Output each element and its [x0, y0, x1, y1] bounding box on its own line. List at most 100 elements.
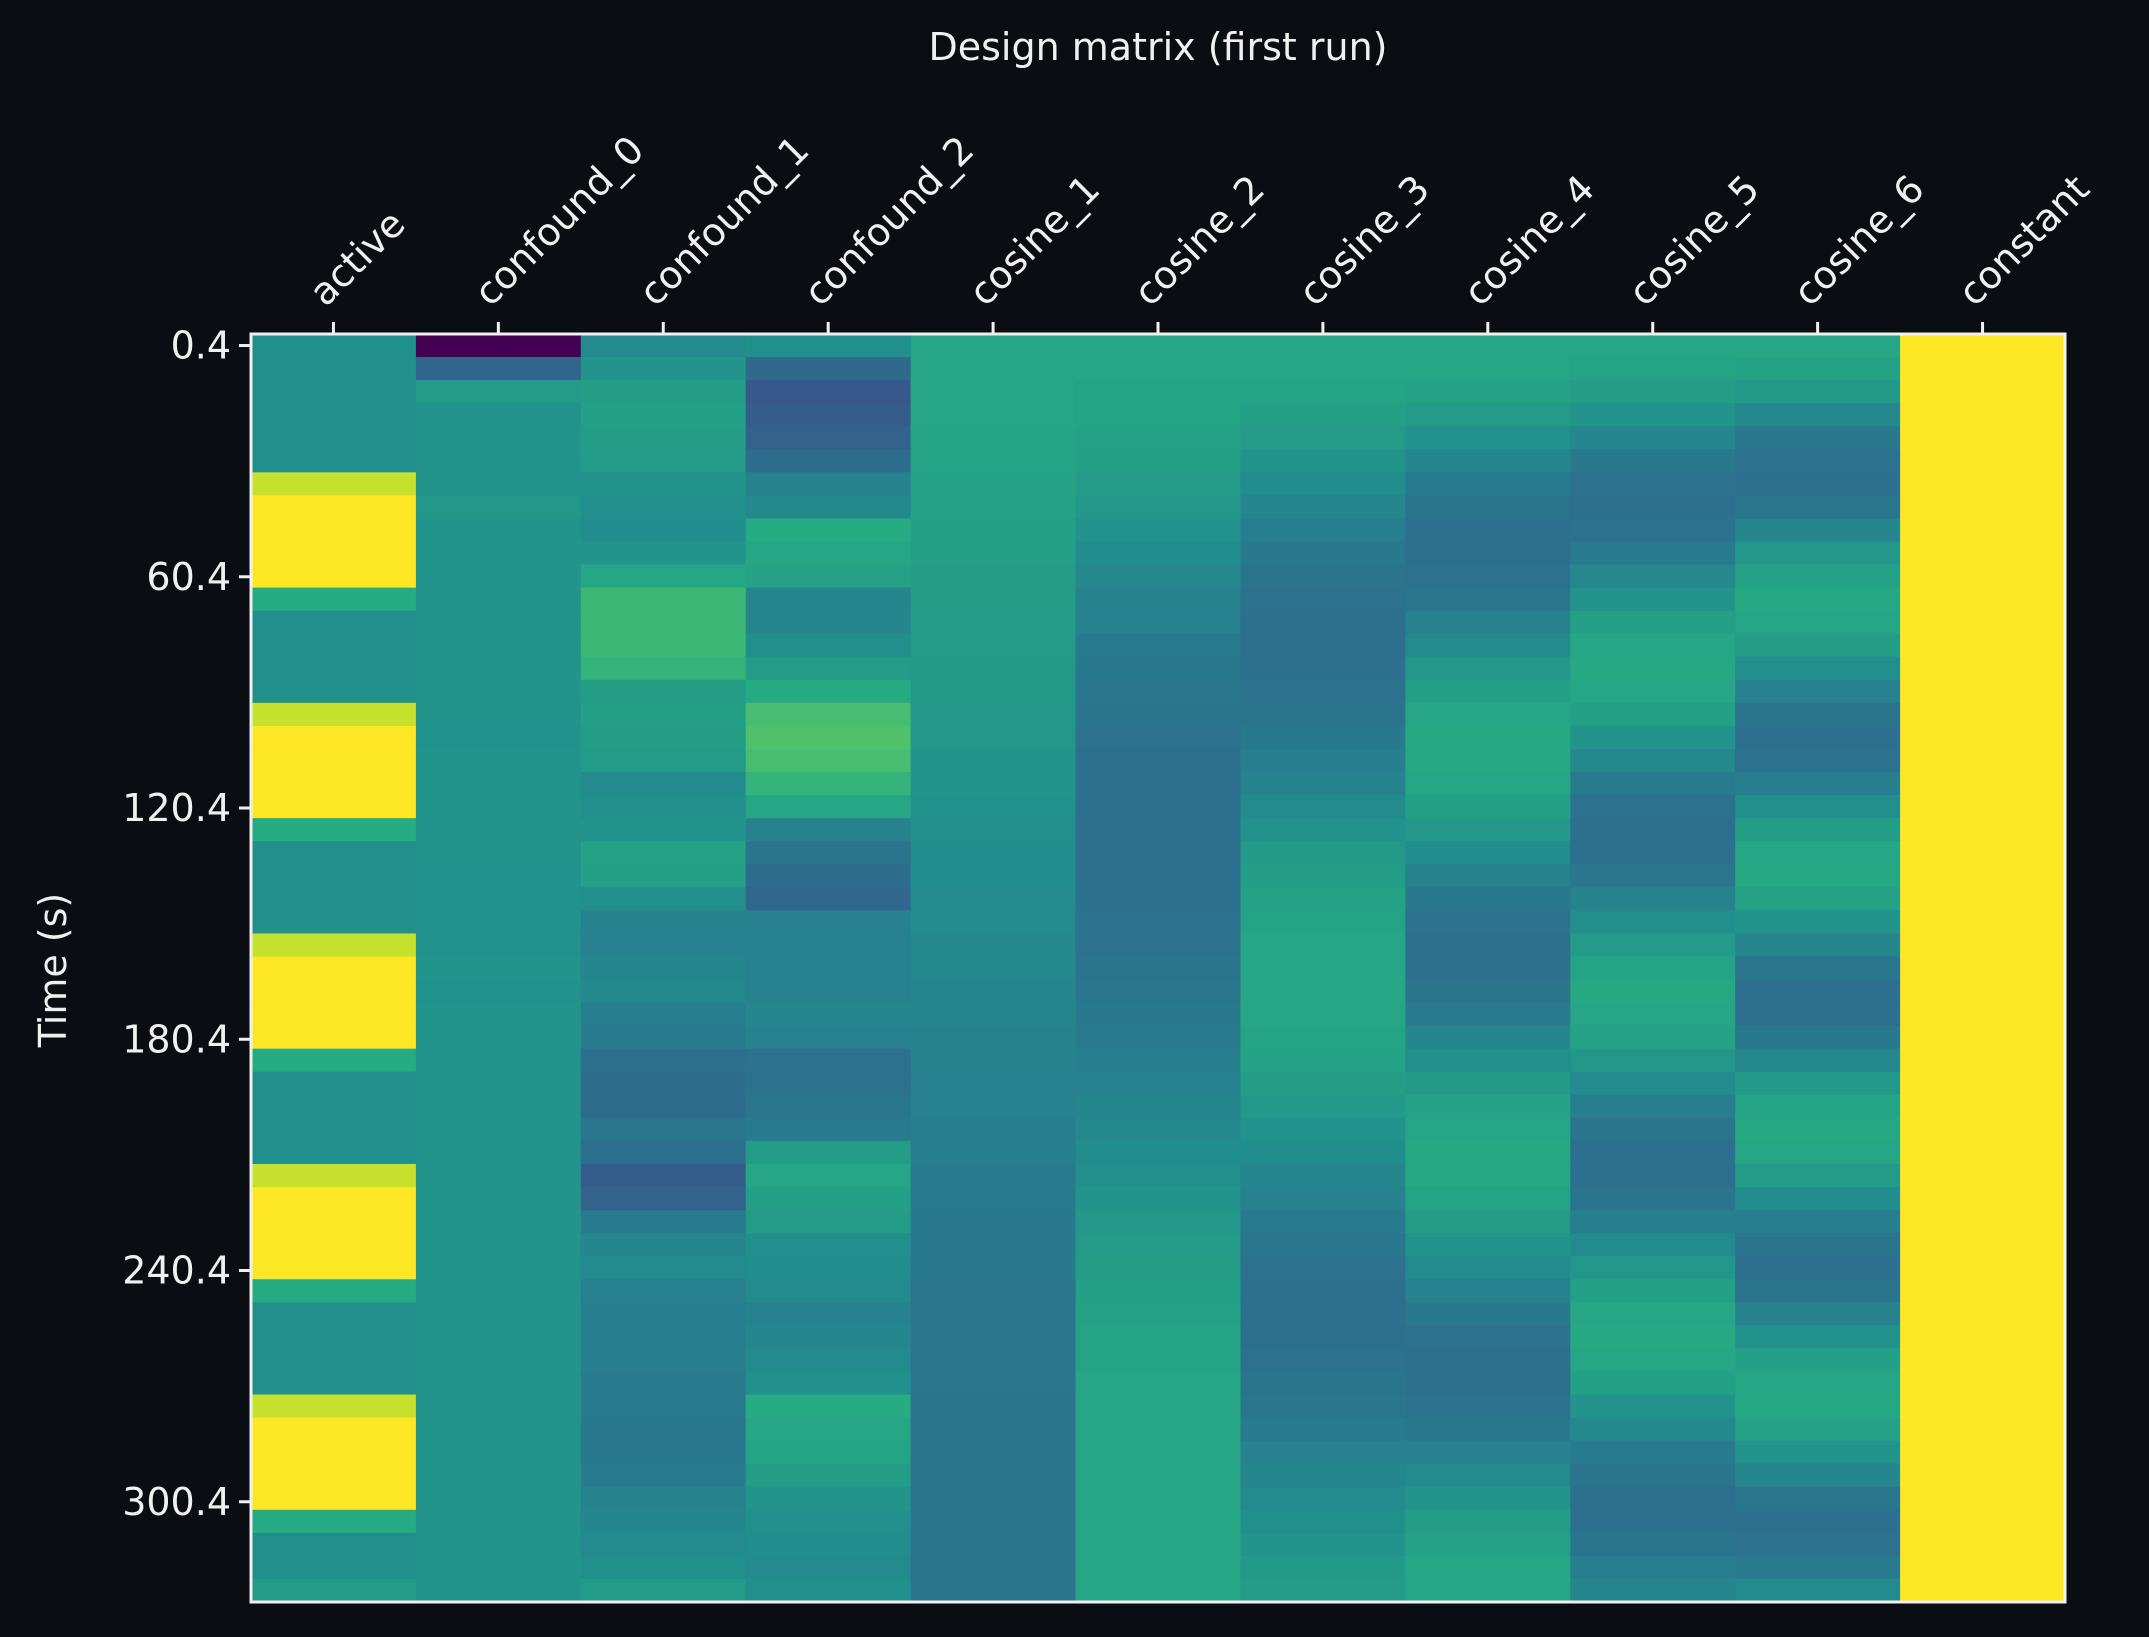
cell-cosine_2-51: [1075, 1509, 1242, 1534]
y-tick-label-3: 180.4: [122, 1017, 231, 1061]
cell-confound_1-7: [580, 495, 747, 520]
cell-confound_2-50: [745, 1486, 912, 1511]
cell-cosine_1-6: [910, 472, 1077, 496]
cell-cosine_3-19: [1240, 772, 1406, 796]
cell-confound_2-53: [745, 1555, 912, 1580]
cell-confound_2-11: [745, 587, 912, 612]
cell-confound_2-36: [745, 1163, 912, 1188]
cell-confound_0-23: [415, 864, 582, 888]
cell-cosine_6-15: [1735, 679, 1901, 704]
cell-confound_2-44: [745, 1348, 912, 1373]
cell-cosine_2-7: [1075, 495, 1242, 520]
cell-cosine_6-27: [1735, 956, 1901, 981]
cell-cosine_2-29: [1075, 1002, 1242, 1027]
cell-confound_1-39: [580, 1233, 747, 1257]
cell-cosine_1-14: [910, 656, 1077, 681]
cell-confound_1-24: [580, 887, 747, 911]
cell-cosine_3-18: [1240, 748, 1406, 773]
cell-cosine_4-19: [1405, 772, 1571, 796]
cell-cosine_3-16: [1240, 702, 1406, 727]
cell-cosine_6-54: [1735, 1578, 1901, 1603]
cell-confound_1-22: [580, 841, 747, 865]
cell-cosine_3-36: [1240, 1163, 1406, 1188]
cell-cosine_2-43: [1075, 1325, 1242, 1349]
cell-active-28: [251, 979, 417, 1004]
cell-confound_2-10: [745, 564, 912, 589]
cell-cosine_3-8: [1240, 518, 1406, 543]
cell-active-43: [251, 1325, 417, 1349]
cell-cosine_4-0: [1405, 334, 1571, 358]
cell-cosine_5-17: [1570, 725, 1736, 750]
cell-confound_0-18: [415, 748, 582, 773]
cell-cosine_3-32: [1240, 1071, 1406, 1096]
cell-active-30: [251, 1025, 417, 1050]
heatmap-cells: [251, 334, 2066, 1603]
cell-cosine_1-19: [910, 772, 1077, 796]
cell-cosine_1-41: [910, 1279, 1077, 1303]
cell-cosine_1-21: [910, 818, 1077, 842]
cell-cosine_3-34: [1240, 1117, 1406, 1142]
cell-cosine_3-51: [1240, 1509, 1406, 1534]
cell-constant-28: [1900, 979, 2066, 1004]
y-axis-ticks: 0.4 60.4 120.4 180.4 240.4 300.4: [122, 324, 251, 1524]
cell-cosine_4-25: [1405, 910, 1571, 935]
cell-constant-18: [1900, 748, 2066, 773]
cell-confound_1-28: [580, 979, 747, 1004]
cell-cosine_4-11: [1405, 587, 1571, 612]
cell-cosine_3-12: [1240, 610, 1406, 635]
cell-cosine_1-15: [910, 679, 1077, 704]
cell-cosine_5-46: [1570, 1394, 1736, 1419]
cell-active-2: [251, 380, 417, 404]
cell-cosine_4-2: [1405, 380, 1571, 404]
cell-cosine_1-29: [910, 1002, 1077, 1027]
cell-cosine_3-11: [1240, 587, 1406, 612]
cell-cosine_5-18: [1570, 748, 1736, 773]
cell-cosine_4-51: [1405, 1509, 1571, 1534]
cell-cosine_1-48: [910, 1440, 1077, 1465]
cell-cosine_6-41: [1735, 1279, 1901, 1303]
cell-active-38: [251, 1210, 417, 1234]
cell-confound_2-27: [745, 956, 912, 981]
cell-confound_2-19: [745, 772, 912, 796]
cell-active-15: [251, 679, 417, 704]
cell-confound_1-8: [580, 518, 747, 543]
cell-cosine_5-2: [1570, 380, 1736, 404]
cell-cosine_2-20: [1075, 795, 1242, 819]
cell-active-22: [251, 841, 417, 865]
cell-cosine_4-8: [1405, 518, 1571, 543]
cell-confound_0-27: [415, 956, 582, 981]
cell-confound_0-37: [415, 1187, 582, 1211]
cell-cosine_6-48: [1735, 1440, 1901, 1465]
cell-cosine_5-51: [1570, 1509, 1736, 1534]
cell-active-26: [251, 933, 417, 958]
cell-cosine_2-24: [1075, 887, 1242, 911]
cell-cosine_5-19: [1570, 772, 1736, 796]
cell-confound_0-1: [415, 357, 582, 381]
cell-cosine_2-8: [1075, 518, 1242, 543]
cell-confound_2-20: [745, 795, 912, 819]
cell-cosine_1-51: [910, 1509, 1077, 1534]
cell-cosine_1-52: [910, 1532, 1077, 1557]
cell-cosine_1-18: [910, 748, 1077, 773]
cell-constant-38: [1900, 1210, 2066, 1234]
cell-cosine_4-39: [1405, 1233, 1571, 1257]
cell-confound_1-52: [580, 1532, 747, 1557]
cell-cosine_3-53: [1240, 1555, 1406, 1580]
cell-active-54: [251, 1578, 417, 1603]
cell-cosine_3-49: [1240, 1463, 1406, 1488]
cell-cosine_5-25: [1570, 910, 1736, 935]
cell-confound_0-5: [415, 449, 582, 473]
cell-cosine_3-5: [1240, 449, 1406, 473]
cell-cosine_4-24: [1405, 887, 1571, 911]
cell-constant-52: [1900, 1532, 2066, 1557]
cell-constant-1: [1900, 357, 2066, 381]
cell-cosine_6-50: [1735, 1486, 1901, 1511]
cell-cosine_2-0: [1075, 334, 1242, 358]
cell-confound_2-5: [745, 449, 912, 473]
cell-cosine_2-49: [1075, 1463, 1242, 1488]
cell-cosine_5-9: [1570, 541, 1736, 566]
cell-cosine_2-28: [1075, 979, 1242, 1004]
cell-cosine_4-10: [1405, 564, 1571, 589]
chart-title: Design matrix (first run): [928, 25, 1387, 69]
cell-cosine_5-16: [1570, 702, 1736, 727]
